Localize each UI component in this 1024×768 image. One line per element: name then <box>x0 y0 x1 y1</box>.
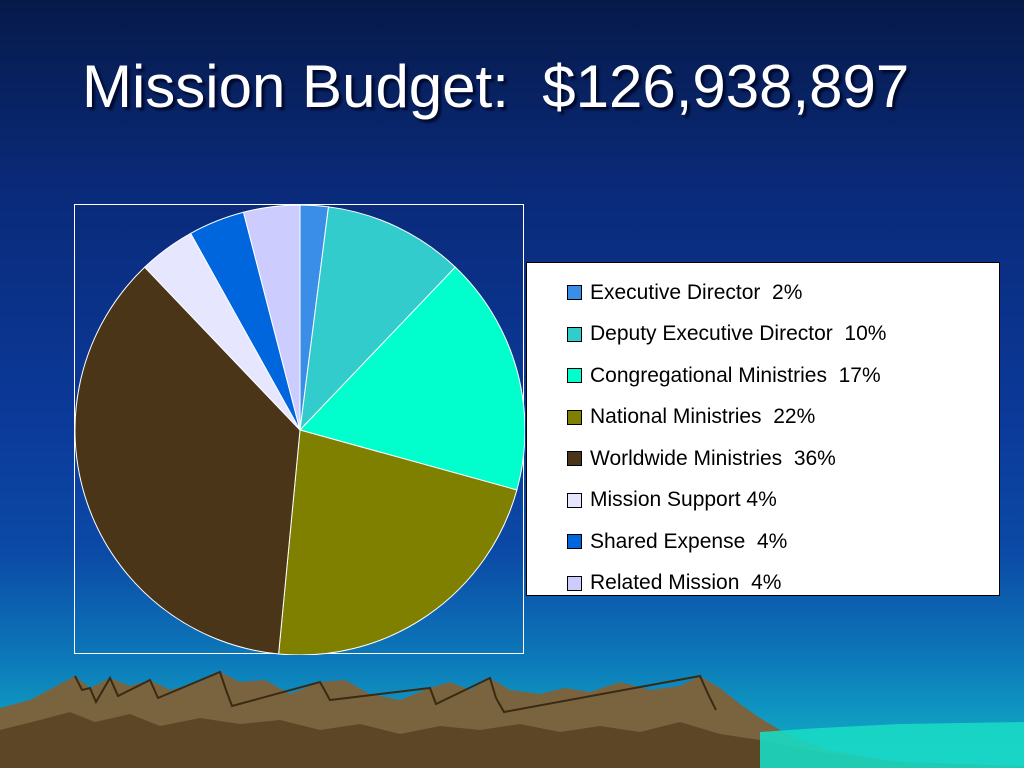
mountain-range-decoration <box>0 670 1024 768</box>
legend-label: Shared Expense 4% <box>590 529 788 553</box>
pie-slice-3 <box>278 429 518 655</box>
legend-swatch <box>567 285 582 301</box>
chart-legend: Executive Director 2% Deputy Executive Di… <box>526 262 1000 596</box>
legend-swatch <box>567 326 582 342</box>
legend-swatch <box>567 409 582 425</box>
legend-item: Executive Director 2% <box>527 272 999 314</box>
pie-slice-7 <box>242 205 301 431</box>
legend-swatch <box>567 368 582 384</box>
legend-swatch <box>567 451 582 467</box>
pie-slice-1 <box>299 206 456 432</box>
legend-label: National Ministries 22% <box>590 405 816 429</box>
legend-label: Deputy Executive Director 10% <box>590 322 887 346</box>
legend-swatch <box>567 492 582 508</box>
legend-item: Mission Support 4% <box>527 480 999 522</box>
legend-swatch <box>567 534 582 550</box>
pie-slice-4 <box>75 266 301 655</box>
pie-chart-frame <box>74 204 525 655</box>
legend-label: Congregational Ministries 17% <box>590 363 881 387</box>
legend-label: Worldwide Ministries 36% <box>590 446 836 470</box>
legend-item: Shared Expense 4% <box>527 521 999 563</box>
legend-item: Congregational Ministries 17% <box>527 355 999 397</box>
legend-label: Mission Support 4% <box>590 488 777 512</box>
legend-item: Related Mission 4% <box>527 563 999 605</box>
legend-label: Executive Director 2% <box>590 280 803 304</box>
legend-item: Deputy Executive Director 10% <box>527 314 999 356</box>
legend-item: National Ministries 22% <box>527 397 999 439</box>
pie-slice-2 <box>299 266 525 491</box>
legend-swatch <box>567 575 582 591</box>
legend-label: Related Mission 4% <box>590 571 782 595</box>
slide-title: Mission Budget: $126,938,897 <box>82 53 910 120</box>
pie-chart <box>75 205 525 655</box>
legend-item: Worldwide Ministries 36% <box>527 438 999 480</box>
